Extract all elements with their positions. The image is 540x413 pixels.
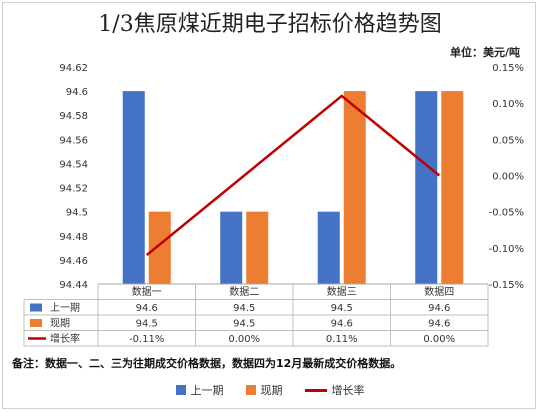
legend: 上一期 现期 增长率: [0, 382, 540, 398]
y-left-tick-label: 94.5: [66, 208, 88, 219]
legend-swatch-growth: [304, 388, 327, 392]
legend-swatch-previous: [175, 385, 186, 395]
y-right-tick-label: 0.15%: [492, 63, 524, 74]
data-label: 94.6: [331, 319, 353, 330]
y-right-tick-label: 0.10%: [492, 99, 524, 110]
y-left-tick-label: 94.52: [59, 184, 88, 195]
y-right-tick-label: -0.15%: [489, 280, 524, 291]
chart-frame: [2, 2, 536, 409]
legend-label-growth: 增长率: [331, 384, 365, 397]
bar-current: [343, 91, 366, 284]
data-label: 0.00%: [423, 334, 455, 345]
table-key-swatch: [30, 303, 42, 312]
chart-title: 1/3焦原煤近期电子招标价格趋势图: [98, 12, 442, 37]
y-left-tick-label: 94.58: [59, 111, 88, 122]
growth-line: [145, 94, 441, 257]
table-key-swatch: [30, 319, 42, 327]
legend-item-growth: 增长率: [304, 382, 365, 398]
table-series-name: 增长率: [50, 332, 80, 345]
x-tick-label: 数据三: [327, 285, 357, 298]
data-label: 94.5: [233, 303, 255, 314]
x-tick-label: 数据二: [229, 285, 259, 298]
data-label: 94.5: [331, 303, 353, 314]
legend-item-current: 现期: [245, 382, 283, 398]
data-label: 0.11%: [326, 334, 358, 345]
chart-plot: 94.62 94.6 94.58 94.56 94.54 94.52 94.5 94.48 94…: [23, 63, 524, 347]
data-label: -0.11%: [129, 334, 164, 345]
y-left-tick-label: 94.48: [59, 232, 88, 243]
bar-current: [441, 91, 464, 284]
bar-previous: [220, 211, 243, 284]
data-label: 94.6: [428, 319, 450, 330]
data-label: 94.6: [428, 303, 450, 314]
x-tick-label: 数据四: [424, 285, 454, 298]
footnote: 备注：数据一、二、三为往期成交价格数据，数据四为12月最新成交价格数据。: [12, 357, 402, 370]
bar-current: [148, 211, 171, 284]
table-series-name: 现期: [50, 318, 70, 330]
x-tick-label: 数据一: [132, 285, 162, 298]
data-label: 94.5: [233, 319, 255, 330]
y-left-tick-label: 94.46: [59, 256, 88, 267]
y-left-tick-label: 94.56: [59, 135, 88, 146]
legend-swatch-current: [245, 385, 256, 395]
legend-item-previous: 上一期: [175, 382, 224, 398]
y-right-tick-label: -0.05%: [489, 208, 524, 219]
y-left-tick-label: 94.54: [59, 159, 88, 170]
unit-label: 单位：美元/吨: [449, 46, 520, 59]
data-label: 0.00%: [228, 334, 260, 345]
table-series-name: 上一期: [50, 302, 80, 314]
bar-current: [246, 211, 269, 284]
y-left-tick-label: 94.62: [59, 63, 88, 74]
legend-label-previous: 上一期: [190, 384, 224, 397]
data-label: 94.6: [136, 303, 158, 314]
bar-previous: [415, 91, 438, 284]
data-label: 94.5: [136, 319, 158, 330]
y-right-tick-label: 0.05%: [492, 135, 524, 146]
legend-label-current: 现期: [260, 384, 283, 397]
y-right-tick-label: 0.00%: [492, 172, 524, 183]
y-left-tick-label: 94.44: [59, 280, 88, 291]
y-left-tick-label: 94.6: [66, 87, 88, 98]
bar-previous: [122, 91, 145, 284]
y-right-tick-label: -0.10%: [489, 244, 524, 255]
bar-previous: [317, 211, 340, 284]
